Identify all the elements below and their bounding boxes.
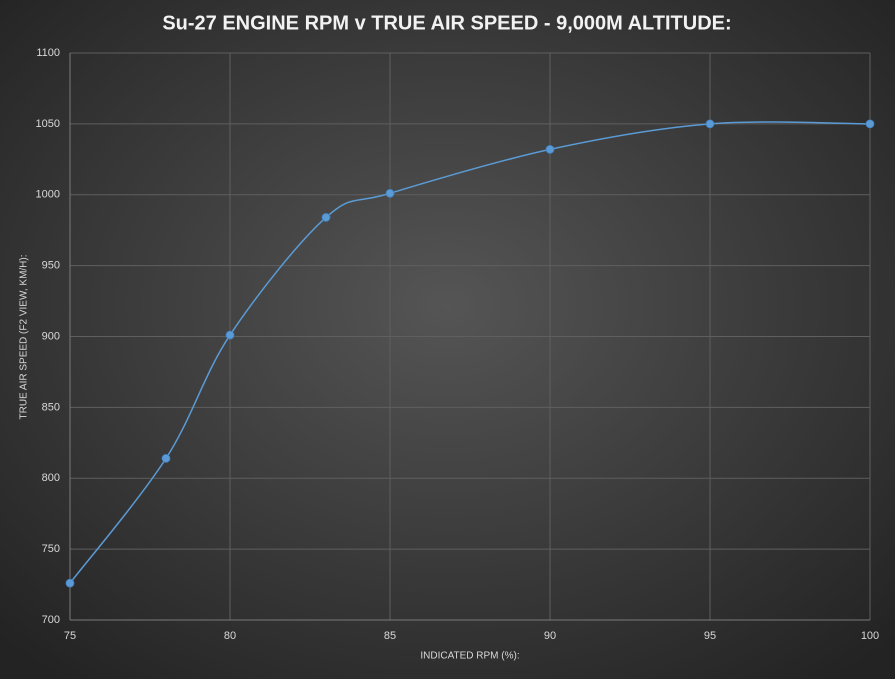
- y-tick-label: 750: [42, 543, 60, 555]
- data-point: [161, 454, 171, 463]
- x-tick-label: 100: [861, 630, 879, 642]
- x-tick-label: 95: [704, 630, 716, 642]
- y-tick-label: 1000: [36, 189, 60, 201]
- x-tick-label: 85: [384, 630, 396, 642]
- data-point: [225, 330, 235, 340]
- data-point: [321, 213, 331, 222]
- x-tick-label: 75: [64, 630, 76, 642]
- x-axis-label: INDICATED RPM (%):: [420, 651, 519, 662]
- data-point: [385, 188, 395, 198]
- y-tick-label: 800: [42, 472, 60, 484]
- y-tick-label: 950: [42, 260, 60, 272]
- data-point: [545, 144, 555, 154]
- series-line: [69, 121, 871, 584]
- y-tick-label: 1050: [36, 118, 60, 130]
- chart-title: Su-27 ENGINE RPM v TRUE AIR SPEED - 9,00…: [162, 12, 731, 34]
- data-point: [865, 119, 875, 129]
- y-tick-label: 900: [42, 330, 60, 342]
- y-tick-label: 850: [42, 401, 60, 413]
- data-point: [705, 119, 715, 129]
- y-tick-label: 700: [42, 614, 60, 626]
- y-axis-label: TRUE AIR SPEED (F2 VIEW, KM/H):: [19, 254, 30, 419]
- x-tick-label: 90: [544, 630, 556, 642]
- data-point: [65, 578, 75, 588]
- x-tick-label: 80: [224, 630, 236, 642]
- y-tick-label: 1100: [36, 47, 60, 59]
